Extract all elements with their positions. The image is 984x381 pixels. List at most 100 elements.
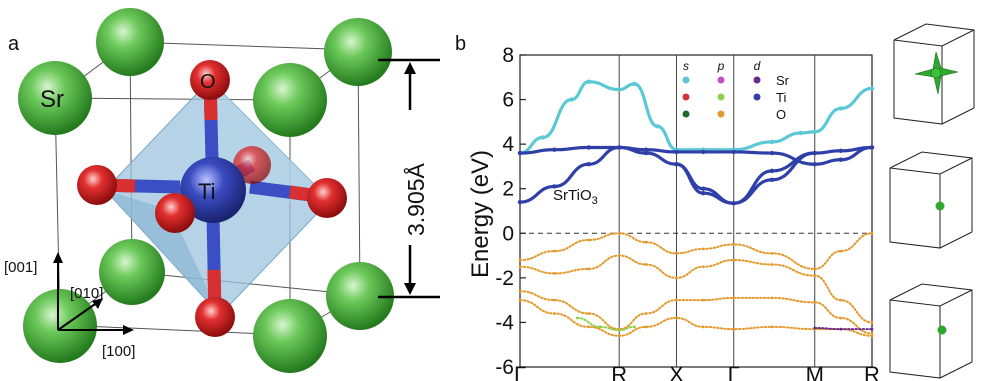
band-point: [675, 298, 678, 302]
band-point: [587, 325, 591, 329]
ti-atom: [180, 157, 246, 223]
legend-header: d: [754, 59, 761, 73]
lattice-dimension: [378, 58, 440, 299]
band-point: [655, 124, 660, 129]
band-point: [552, 147, 557, 152]
band-point: [813, 300, 817, 304]
y-tick-label: 4: [502, 133, 514, 156]
band-point: [701, 190, 706, 196]
o-atom-bottom: [195, 297, 235, 337]
band-point: [675, 251, 678, 255]
sphere-isosurface-3: [937, 325, 947, 335]
x-tick-label: Γ: [728, 362, 740, 381]
panel-b-letter: b: [455, 33, 466, 55]
band-point: [770, 251, 774, 255]
legend-swatch: [717, 76, 725, 84]
star-isosurface: [914, 51, 959, 95]
band-point: [552, 272, 556, 275]
band-point: [701, 186, 706, 191]
band-point: [870, 231, 874, 235]
isosurface-box-2: [889, 151, 973, 249]
band-point: [518, 289, 522, 293]
band-point: [643, 150, 649, 156]
plot-frame: [519, 54, 873, 368]
y-tick-label: 6: [502, 89, 514, 112]
legend-swatch: [717, 110, 725, 118]
o-atom-front: [155, 193, 195, 233]
band-point: [644, 312, 648, 315]
band-point: [674, 162, 679, 167]
band-point: [587, 312, 591, 315]
band-point: [632, 81, 637, 87]
isosurface-panels: [889, 23, 975, 379]
y-tick-label: -6: [495, 356, 514, 379]
band-point: [870, 334, 874, 338]
band-point: [870, 332, 874, 335]
y-tick-label: 0: [502, 222, 514, 245]
x-tick-label: R: [864, 362, 880, 381]
band-line: [519, 232, 873, 270]
band-point: [839, 327, 843, 331]
isosurface-box-3: [889, 283, 973, 379]
band-point: [701, 149, 706, 155]
band-point: [644, 263, 648, 266]
band-point: [769, 150, 775, 156]
band-valence-sr-d-near-M: [813, 326, 874, 331]
band-point: [598, 325, 602, 329]
band-point: [798, 130, 803, 136]
band-point: [813, 274, 817, 278]
legend-label: Sr: [776, 73, 790, 88]
band-point: [732, 296, 736, 300]
sphere-isosurface-2: [935, 201, 945, 211]
band-point: [569, 97, 574, 102]
band-point: [769, 139, 775, 145]
band-point: [770, 325, 774, 329]
band-point: [838, 106, 843, 111]
y-tick-label: -2: [495, 267, 514, 290]
x-tick-label: R: [611, 362, 627, 381]
sr-atom-front-top-left: [18, 61, 92, 135]
sr-atom-back-bottom-right: [326, 262, 394, 330]
band-point: [839, 316, 843, 320]
band-point: [731, 149, 736, 155]
sr-atom-back-top-right: [324, 18, 392, 86]
band-point: [540, 135, 546, 140]
band-point: [838, 148, 843, 154]
band-line: [576, 316, 636, 332]
lattice-constant-label: 3.905Å: [402, 162, 429, 236]
o-atom-top: [190, 60, 230, 100]
band-point: [701, 247, 705, 251]
atom-label-o: O: [200, 71, 216, 93]
band-point: [587, 267, 591, 271]
band-valence-o-p-2: [518, 254, 874, 324]
band-line: [518, 145, 874, 166]
band-point: [644, 240, 648, 244]
band-point: [701, 298, 705, 302]
band-point: [552, 312, 556, 315]
panel-a-letter: a: [8, 33, 20, 55]
band-valence-o-p-1: [518, 231, 874, 271]
o-atom-left: [77, 165, 117, 205]
band-point: [617, 231, 621, 235]
band-line: [519, 254, 873, 324]
band-point: [518, 298, 522, 302]
band-point: [701, 265, 705, 269]
y-ticks: -6 -4 -2 0 2 4 6 8: [495, 44, 526, 379]
band-point: [643, 147, 649, 152]
y-tick-label: -4: [495, 311, 514, 334]
sr-atom-front-bottom-left: [23, 289, 97, 363]
y-axis-label: Energy (eV): [467, 150, 494, 278]
band-point: [869, 145, 875, 150]
band-point: [839, 298, 843, 302]
band-conduction-ti-d-3: [674, 150, 817, 206]
high-symmetry-lines: [618, 55, 816, 367]
band-point: [870, 321, 874, 324]
band-valence-ti-p-near-R: [575, 316, 636, 332]
band-point: [769, 177, 775, 182]
band-point: [587, 238, 591, 242]
band-line: [518, 80, 874, 155]
band-point: [633, 325, 636, 329]
